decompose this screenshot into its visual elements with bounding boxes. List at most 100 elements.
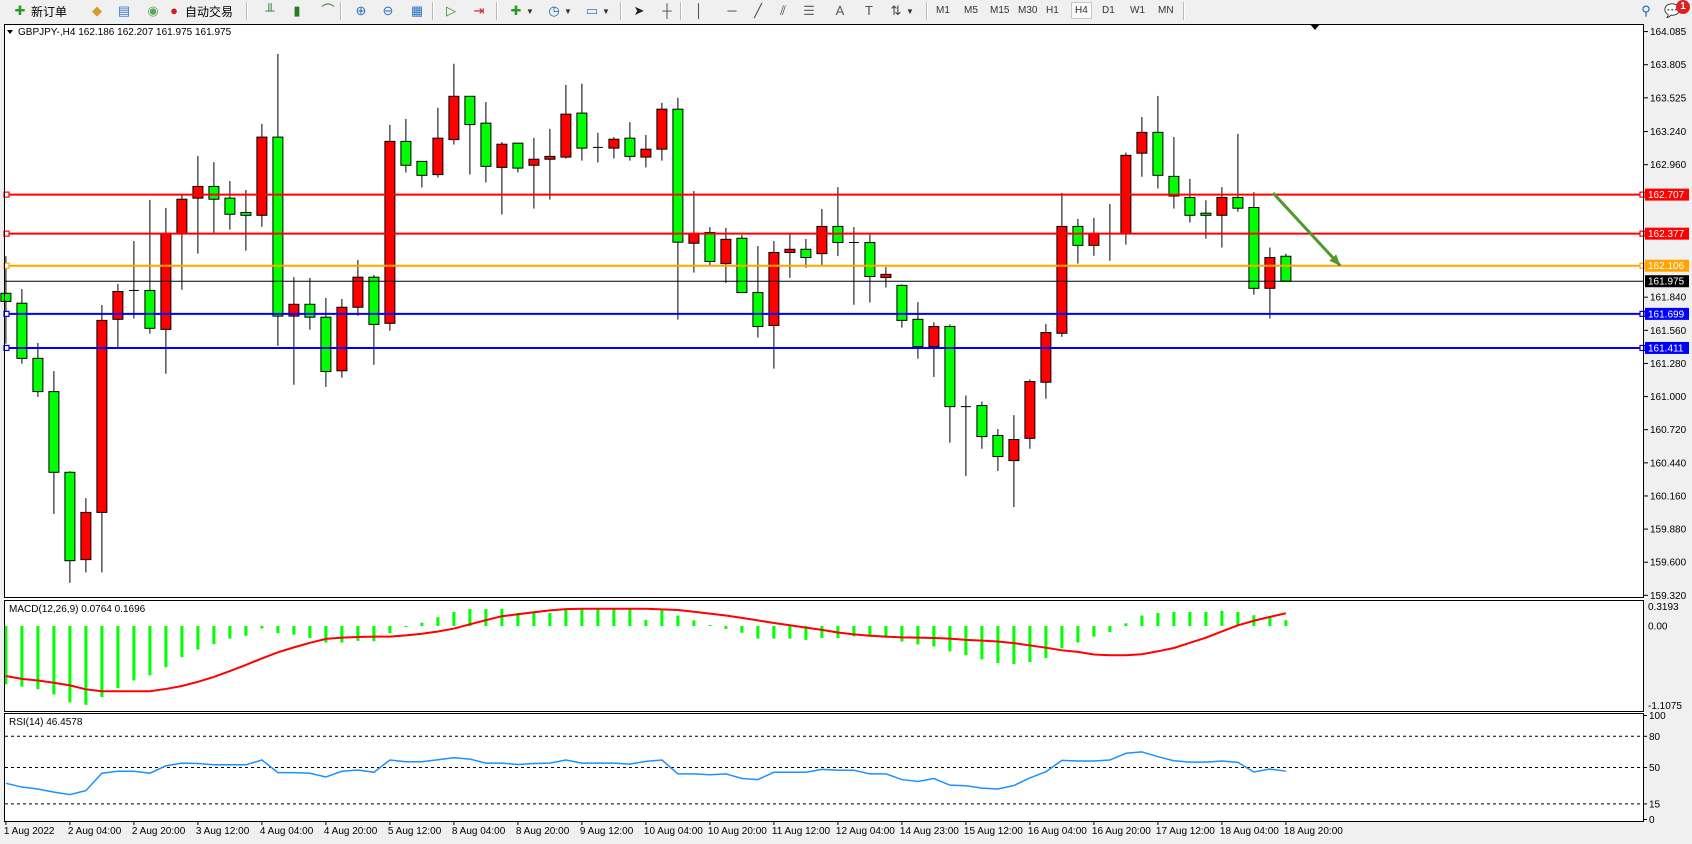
dropdown-arrow-icon[interactable]: ▼ — [526, 6, 534, 16]
candle[interactable] — [1008, 415, 1020, 508]
candle[interactable] — [368, 275, 380, 365]
candle[interactable] — [464, 95, 476, 175]
dropdown-arrow-icon[interactable]: ▼ — [564, 6, 572, 16]
candle[interactable] — [992, 429, 1004, 471]
candle[interactable] — [1120, 152, 1132, 245]
candle[interactable] — [128, 241, 139, 319]
timeframe-h4[interactable]: H4 — [1071, 2, 1092, 19]
candle[interactable] — [32, 342, 44, 397]
candle[interactable] — [944, 324, 956, 443]
candle[interactable] — [416, 160, 428, 188]
candle[interactable] — [1152, 95, 1164, 189]
candle[interactable] — [912, 302, 924, 359]
new-order-button[interactable]: ✚ 新订单 — [12, 2, 67, 20]
candle[interactable] — [320, 297, 332, 387]
candle[interactable] — [1024, 379, 1036, 449]
fibonacci-button[interactable]: ☰ — [801, 2, 817, 20]
chart-shift-marker-icon[interactable] — [1310, 24, 1320, 30]
candle[interactable] — [1264, 247, 1276, 319]
candle[interactable] — [864, 234, 876, 303]
candle[interactable] — [1136, 116, 1148, 177]
trendline-button[interactable]: ╱ — [750, 2, 766, 20]
tile-windows-button[interactable]: ▦ — [409, 2, 425, 20]
candle[interactable] — [144, 199, 156, 334]
chart-window[interactable]: MACD(12,26,9) 0.0764 0.1696 RSI(14) 46.4… — [0, 22, 1692, 844]
cursor-button[interactable]: ➤ — [631, 2, 647, 20]
chart-shift-button[interactable]: ⇥ — [471, 2, 487, 20]
candle[interactable] — [432, 107, 444, 178]
candle[interactable] — [1072, 218, 1084, 264]
candle[interactable] — [48, 371, 60, 514]
candle[interactable] — [448, 63, 460, 145]
timeframe-w1[interactable]: W1 — [1130, 5, 1145, 16]
timeframe-h1[interactable]: H1 — [1046, 5, 1059, 16]
candle[interactable] — [976, 401, 988, 449]
candle[interactable] — [560, 84, 572, 159]
timeframe-m5[interactable]: M5 — [964, 5, 978, 16]
candle[interactable] — [576, 83, 588, 161]
candle[interactable] — [800, 238, 812, 268]
text-label-button[interactable]: T — [861, 2, 877, 20]
search-button[interactable]: ⚲ — [1638, 2, 1654, 20]
candle[interactable] — [960, 395, 971, 476]
timeframe-mn[interactable]: MN — [1158, 5, 1174, 16]
line-handle[interactable] — [1639, 310, 1646, 317]
zoom-out-button[interactable]: ⊖ — [380, 2, 396, 20]
candle[interactable] — [640, 134, 652, 168]
candle[interactable] — [272, 53, 284, 346]
candle[interactable] — [352, 260, 364, 316]
candle[interactable] — [256, 123, 268, 227]
arrows-button[interactable]: ⇅ ▼ — [888, 2, 914, 20]
symbol-dropdown-icon[interactable] — [7, 30, 13, 34]
candle[interactable] — [1216, 187, 1228, 248]
candle[interactable] — [1184, 178, 1196, 223]
candle[interactable] — [624, 122, 636, 161]
line-handle[interactable] — [1639, 344, 1646, 352]
terminal-button[interactable]: ▤ — [116, 2, 132, 20]
templates-button[interactable]: ▭ ▼ — [584, 2, 610, 20]
candle[interactable] — [1200, 200, 1212, 239]
candle[interactable] — [1232, 133, 1244, 212]
bar-chart-button[interactable]: ╨ — [262, 2, 278, 20]
line-handle[interactable] — [1639, 191, 1646, 198]
zoom-in-button[interactable]: ⊕ — [353, 2, 369, 20]
macd-panel[interactable]: MACD(12,26,9) 0.0764 0.1696 — [4, 604, 1288, 705]
dropdown-arrow-icon[interactable]: ▼ — [906, 6, 914, 16]
rsi-panel[interactable]: RSI(14) 46.4578 — [5, 717, 1644, 805]
signals-button[interactable]: ◉ — [145, 2, 161, 20]
indicators-button[interactable]: ✚ ▼ — [508, 2, 534, 20]
candle[interactable] — [512, 142, 524, 173]
candle[interactable] — [1280, 253, 1292, 282]
candle[interactable] — [304, 277, 316, 330]
text-button[interactable]: A — [832, 2, 848, 20]
candlestick-button[interactable]: ▮ — [289, 2, 305, 20]
candle[interactable] — [192, 156, 204, 254]
market-watch-button[interactable]: ◆ — [89, 2, 105, 20]
candle[interactable] — [720, 227, 732, 283]
candle[interactable] — [608, 137, 620, 159]
horizontal-line-button[interactable]: ─ — [724, 2, 740, 20]
candle[interactable] — [816, 208, 828, 266]
candle[interactable] — [288, 277, 300, 385]
candle[interactable] — [752, 246, 764, 338]
candle[interactable] — [384, 124, 396, 331]
candle[interactable] — [224, 181, 236, 230]
timeframe-m15[interactable]: M15 — [990, 5, 1010, 16]
candle[interactable] — [896, 284, 908, 328]
periods-clock-button[interactable]: ◷ ▼ — [546, 2, 572, 20]
candle[interactable] — [528, 137, 540, 209]
candle[interactable] — [496, 142, 508, 215]
line-chart-button[interactable]: ⌒ — [320, 2, 336, 20]
candle[interactable] — [112, 283, 124, 348]
arrow-head-icon[interactable] — [1329, 254, 1341, 266]
candle[interactable] — [1040, 324, 1052, 399]
candle[interactable] — [592, 132, 603, 163]
dropdown-arrow-icon[interactable]: ▼ — [602, 6, 610, 16]
candle[interactable] — [1248, 192, 1260, 295]
price-panel[interactable] — [0, 53, 1646, 583]
crosshair-button[interactable]: ┼ — [659, 2, 675, 20]
candle[interactable] — [80, 498, 92, 573]
candle[interactable] — [656, 102, 668, 161]
candle[interactable] — [400, 118, 412, 173]
candle[interactable] — [0, 256, 12, 344]
